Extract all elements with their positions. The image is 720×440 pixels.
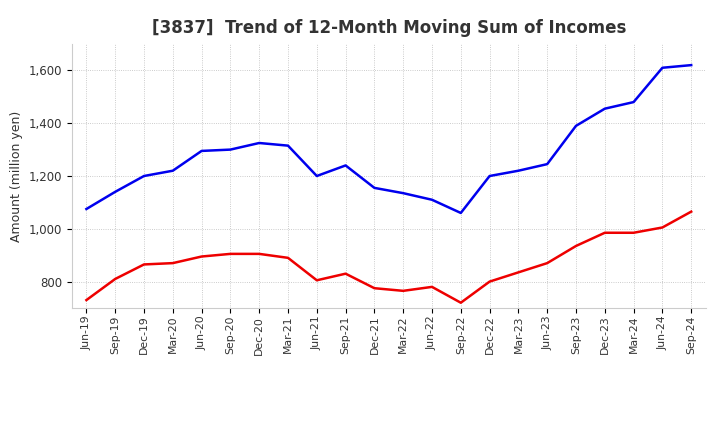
Net Income <box>312 278 321 283</box>
Ordinary Income <box>485 173 494 179</box>
Ordinary Income <box>168 168 177 173</box>
Ordinary Income <box>370 185 379 191</box>
Ordinary Income <box>428 197 436 202</box>
Net Income <box>687 209 696 214</box>
Title: [3837]  Trend of 12-Month Moving Sum of Incomes: [3837] Trend of 12-Month Moving Sum of I… <box>152 19 626 37</box>
Net Income <box>629 230 638 235</box>
Net Income <box>255 251 264 257</box>
Ordinary Income <box>226 147 235 152</box>
Net Income <box>226 251 235 257</box>
Net Income <box>370 286 379 291</box>
Ordinary Income <box>456 210 465 216</box>
Net Income <box>658 225 667 230</box>
Ordinary Income <box>658 65 667 70</box>
Net Income <box>140 262 148 267</box>
Ordinary Income <box>600 106 609 111</box>
Ordinary Income <box>284 143 292 148</box>
Net Income <box>284 255 292 260</box>
Ordinary Income <box>629 99 638 105</box>
Ordinary Income <box>197 148 206 154</box>
Net Income <box>399 288 408 293</box>
Net Income <box>111 276 120 282</box>
Net Income <box>572 243 580 249</box>
Ordinary Income <box>687 62 696 68</box>
Line: Ordinary Income: Ordinary Income <box>86 65 691 213</box>
Net Income <box>600 230 609 235</box>
Net Income <box>82 297 91 303</box>
Ordinary Income <box>514 168 523 173</box>
Ordinary Income <box>140 173 148 179</box>
Y-axis label: Amount (million yen): Amount (million yen) <box>10 110 23 242</box>
Ordinary Income <box>82 206 91 212</box>
Ordinary Income <box>572 123 580 128</box>
Net Income <box>428 284 436 290</box>
Net Income <box>168 260 177 266</box>
Ordinary Income <box>312 173 321 179</box>
Net Income <box>543 260 552 266</box>
Ordinary Income <box>255 140 264 146</box>
Net Income <box>341 271 350 276</box>
Net Income <box>456 300 465 305</box>
Ordinary Income <box>399 191 408 196</box>
Ordinary Income <box>111 189 120 194</box>
Net Income <box>514 270 523 275</box>
Ordinary Income <box>543 161 552 167</box>
Net Income <box>485 279 494 284</box>
Ordinary Income <box>341 163 350 168</box>
Line: Net Income: Net Income <box>86 212 691 303</box>
Net Income <box>197 254 206 259</box>
